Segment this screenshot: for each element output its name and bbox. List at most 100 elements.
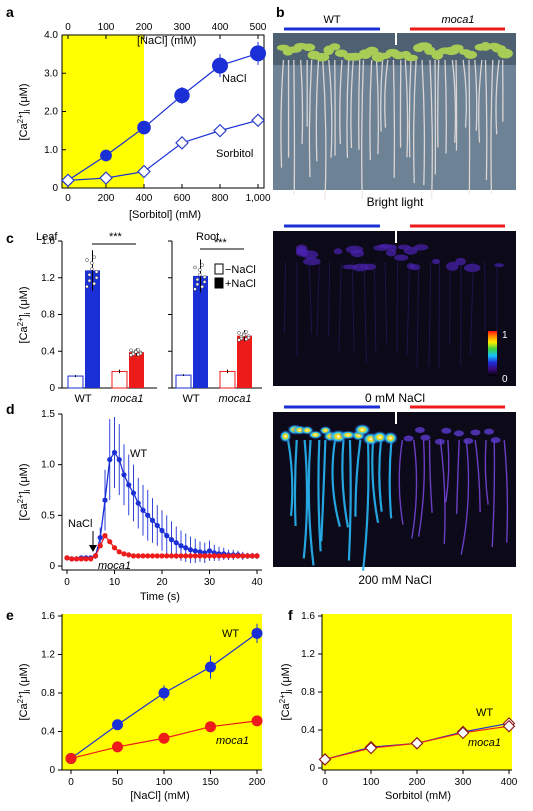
panel-d-point	[149, 517, 156, 524]
panel-c-datapoint	[202, 275, 207, 279]
panel-label-a: a	[6, 4, 14, 20]
genotype-label-wt: WT	[323, 14, 340, 26]
panel-d-point	[197, 553, 203, 559]
panel-c-category-label: WT	[74, 393, 91, 405]
seedling-root	[437, 59, 440, 148]
panel-c-ytick-label: 1.2	[41, 273, 55, 284]
panel-f-ytick-label: 0.4	[301, 725, 315, 736]
seedling-root	[468, 59, 471, 195]
seedling-root	[350, 59, 354, 149]
seedling-leaf	[464, 50, 478, 60]
seedling-leaf	[302, 43, 316, 52]
panel-d-series-label-moca1: moca1	[98, 560, 131, 572]
panel-a-top-xtick-label: 400	[212, 22, 229, 33]
panel-c-ytick-label: 0	[49, 383, 55, 394]
seedling-root	[429, 59, 433, 199]
panel-c-sig-root: ***	[214, 237, 228, 249]
zero-nacl-cell	[403, 246, 418, 255]
zero-nacl-cell	[295, 248, 309, 257]
panel-c-datapoint	[195, 277, 200, 282]
seedling-root	[322, 59, 327, 200]
wt-root-signal	[361, 439, 370, 571]
panel-d-point	[73, 556, 80, 562]
seedling-root	[490, 59, 494, 194]
panel-d-point	[254, 553, 260, 559]
panel-a-series-label-sorbitol: Sorbitol	[216, 148, 253, 160]
colorbar-max-label: 1	[502, 330, 508, 341]
panel-d-point	[140, 507, 146, 513]
panel-d-chart: 0 0.5 1.0 1.5 0 10 20 30 40 WT moca1 NaCl Time (…	[16, 409, 263, 603]
panel-d-point	[216, 553, 222, 559]
panel-f-ytick-label: 0.8	[301, 687, 315, 698]
panel-d-point	[206, 553, 213, 559]
panel-c-bar-minus	[175, 374, 192, 389]
seedling-root	[484, 59, 488, 181]
wt-root-signal	[293, 439, 298, 527]
panel-c-group-leaf: Leaf	[36, 231, 58, 243]
moca1-root-signal	[484, 439, 489, 505]
panel-c-datapoint	[198, 268, 202, 272]
panel-d-point	[183, 545, 189, 551]
wt-root-signal	[378, 439, 383, 512]
panel-d-point	[92, 553, 99, 559]
seedling-root	[280, 59, 285, 168]
seedling-root	[339, 59, 343, 144]
seedling-root	[369, 59, 373, 161]
wt-root-signal	[302, 439, 309, 559]
nacl-200mm-signal	[279, 423, 509, 571]
moca1-shoot-signal	[483, 428, 494, 435]
seedling-root	[361, 59, 365, 199]
panel-c-datapoint	[246, 335, 251, 340]
panel-d-point	[126, 552, 132, 558]
panel-f-x-axis-label: Sorbitol (mM)	[385, 790, 451, 802]
panel-f-xtick-label: 400	[501, 777, 518, 788]
panel-d-x-axis-label: Time (s)	[140, 591, 180, 603]
seedling-root	[462, 59, 468, 128]
seedling-leaf	[315, 52, 330, 62]
zero-nacl-cell	[494, 263, 504, 268]
panel-c-datapoint	[92, 281, 96, 286]
panel-c-datapoint	[202, 280, 207, 284]
seedling-root	[421, 59, 426, 186]
panel-e-point	[112, 719, 123, 731]
panel-e-xtick-label: 100	[156, 777, 173, 788]
caption-bright-light: Bright light	[367, 195, 424, 209]
panel-d-point	[64, 555, 70, 561]
panel-c-datapoint	[200, 284, 204, 289]
panel-c-datapoint	[85, 284, 89, 289]
panel-d-point	[88, 556, 94, 562]
panel-f-xtick-label: 300	[455, 777, 472, 788]
panel-a-xtick-label: 400	[136, 193, 153, 204]
zero-nacl-root	[328, 261, 331, 336]
seedling-leaf	[450, 44, 464, 52]
panel-d-point	[178, 553, 184, 559]
panel-a-chart: 0 1.0 2.0 3.0 4.0 0 200 400 600 800 1,000 0 100 200 30…	[16, 22, 271, 221]
panel-f-series-label-wt: WT	[476, 707, 493, 719]
panel-c-ytick-label: 0.8	[41, 310, 55, 321]
panel-c-datapoint	[244, 330, 248, 334]
panel-e-ytick-label: 1.2	[41, 650, 55, 661]
panel-c-datapoint	[237, 331, 241, 335]
panel-c-chart: 0 0.4 0.8 1.2 1.6 WT moca1 WT moca1 Leaf Root **…	[16, 231, 262, 405]
panel-d-point	[107, 457, 113, 463]
panel-f-xtick-label: 200	[409, 777, 426, 788]
moca1-root-signal	[411, 439, 418, 539]
wt-root-signal	[354, 439, 362, 517]
panel-d-point	[154, 522, 160, 529]
panel-c-datapoint	[242, 333, 246, 337]
panel-d-point	[240, 553, 246, 559]
panel-a-point-sorbitol	[175, 136, 189, 150]
panel-c-datapoint	[90, 261, 94, 265]
panel-f-y-axis-label: [Ca2+]i (μM)	[278, 664, 294, 721]
panel-d-point	[149, 553, 156, 559]
panel-c-category-label: moca1	[218, 393, 251, 405]
panel-a-series-label-nacl: NaCl	[222, 73, 246, 85]
seedling-root	[375, 59, 379, 155]
panel-d-point	[83, 556, 89, 562]
panel-a-point-sorbitol	[213, 123, 227, 138]
panel-c-datapoint	[85, 258, 89, 262]
panel-d-xtick-label: 20	[156, 577, 168, 588]
panel-d-point	[135, 553, 141, 559]
seedling-root	[444, 59, 447, 154]
moca1-shoot-signal	[403, 435, 414, 442]
